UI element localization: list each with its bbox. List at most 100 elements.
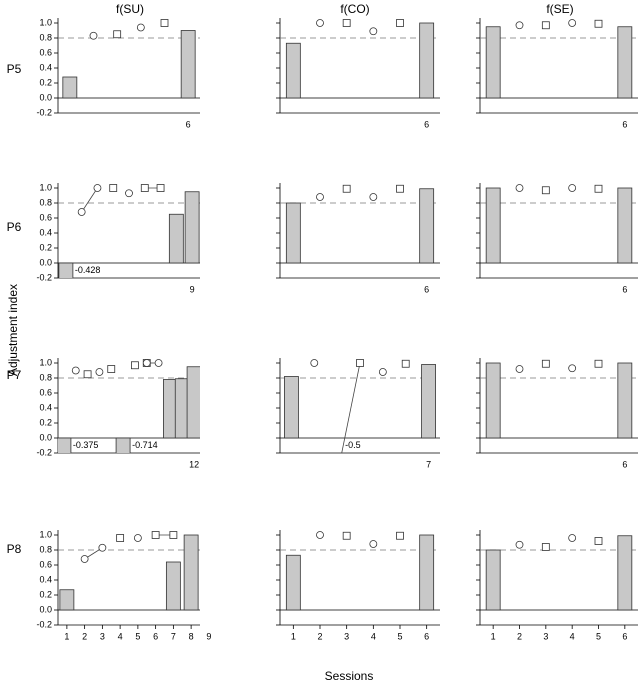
circle-marker <box>515 540 524 549</box>
square-marker <box>151 531 160 539</box>
y-tick-label: -0.2 <box>36 619 52 629</box>
y-tick-label: 1.0 <box>39 182 52 192</box>
plot-area <box>58 359 200 453</box>
square-marker <box>140 184 149 192</box>
y-tick-label: 0.0 <box>39 604 52 614</box>
bar <box>485 549 501 611</box>
y-tick-label: 0.6 <box>39 559 52 569</box>
bar <box>186 366 200 439</box>
x-tick-label: 6 <box>424 631 429 641</box>
y-tick-label: 0.2 <box>39 242 52 252</box>
circle-marker <box>133 534 142 542</box>
bar <box>419 22 435 99</box>
square-marker <box>396 19 404 27</box>
bar <box>285 202 301 264</box>
bar <box>168 213 184 264</box>
circle-marker <box>568 364 577 373</box>
circle-marker <box>89 31 98 40</box>
y-tick-label: -0.2 <box>36 447 52 457</box>
bar <box>58 437 72 453</box>
x-tick-label: 1 <box>291 631 296 641</box>
y-tick-label: 0.4 <box>39 62 52 72</box>
y-tick-label: 0.0 <box>39 432 52 442</box>
circle-marker <box>71 366 80 375</box>
circle-marker <box>98 543 107 552</box>
x-tick-label: 1 <box>491 631 496 641</box>
circle-marker <box>142 359 151 367</box>
y-tick-label: 0.8 <box>39 32 52 42</box>
x-tick-label: 3 <box>100 631 105 641</box>
session-count: 9 <box>206 631 211 641</box>
circle-marker <box>568 184 577 192</box>
y-tick-label: 0.6 <box>39 387 52 397</box>
y-tick-label: 0.2 <box>39 589 52 599</box>
plot-area <box>62 19 196 99</box>
square-marker <box>83 370 92 379</box>
row-label: P6 <box>7 220 22 234</box>
session-count: 6 <box>186 119 191 129</box>
x-axis-label: Sessions <box>325 669 374 683</box>
square-marker <box>396 531 404 540</box>
circle-marker <box>378 368 387 376</box>
plot-area <box>285 531 435 611</box>
value-label: -0.5 <box>345 440 361 450</box>
circle-marker <box>568 19 577 27</box>
bar <box>419 188 435 264</box>
y-tick-label: 0.2 <box>39 77 52 87</box>
bar <box>183 534 199 611</box>
bar <box>285 42 301 99</box>
column-title: f(SE) <box>546 2 573 16</box>
x-tick-label: 5 <box>397 631 402 641</box>
y-tick-label: 0.2 <box>39 417 52 427</box>
plot-area <box>284 359 436 479</box>
x-tick-label: 2 <box>517 631 522 641</box>
square-marker <box>396 184 404 193</box>
circle-marker <box>316 19 324 27</box>
y-tick-label: 0.0 <box>39 92 52 102</box>
circle-marker <box>568 534 577 542</box>
circle-marker <box>80 555 89 563</box>
square-marker <box>113 30 122 39</box>
value-label: -0.428 <box>75 265 101 275</box>
square-marker <box>356 359 364 367</box>
plot-area <box>58 184 200 278</box>
circle-marker <box>125 189 133 198</box>
bar <box>485 187 501 264</box>
circle-marker <box>515 184 524 192</box>
session-count: 12 <box>189 459 199 469</box>
x-tick-label: 2 <box>82 631 87 641</box>
square-marker <box>116 534 125 542</box>
x-tick-label: 3 <box>344 631 349 641</box>
circle-marker <box>93 184 102 192</box>
y-tick-label: 0.4 <box>39 402 52 412</box>
square-marker <box>169 531 178 539</box>
value-label: -0.714 <box>132 440 158 450</box>
circle-marker <box>95 368 104 376</box>
circle-marker <box>369 540 378 548</box>
square-marker <box>401 359 410 368</box>
x-tick-label: 5 <box>135 631 140 641</box>
y-tick-label: 0.4 <box>39 574 52 584</box>
connector <box>81 187 98 213</box>
circle-marker <box>515 21 524 30</box>
square-marker <box>107 365 116 373</box>
circle-marker <box>136 23 145 32</box>
bar <box>617 362 633 439</box>
session-count: 6 <box>424 284 429 294</box>
y-tick-label: 1.0 <box>39 357 52 367</box>
square-marker <box>541 359 550 368</box>
bar <box>421 364 436 439</box>
value-label: -0.375 <box>73 440 99 450</box>
session-count: 6 <box>622 119 627 129</box>
square-marker <box>334 472 341 479</box>
x-tick-label: 7 <box>171 631 176 641</box>
square-marker <box>541 543 550 551</box>
session-count: 6 <box>424 119 429 129</box>
plot-area <box>485 534 633 611</box>
x-tick-label: 6 <box>622 631 627 641</box>
x-tick-label: 4 <box>371 631 376 641</box>
session-count: 6 <box>622 284 627 294</box>
y-tick-label: 0.0 <box>39 257 52 267</box>
bar <box>165 561 181 611</box>
x-tick-label: 8 <box>189 631 194 641</box>
